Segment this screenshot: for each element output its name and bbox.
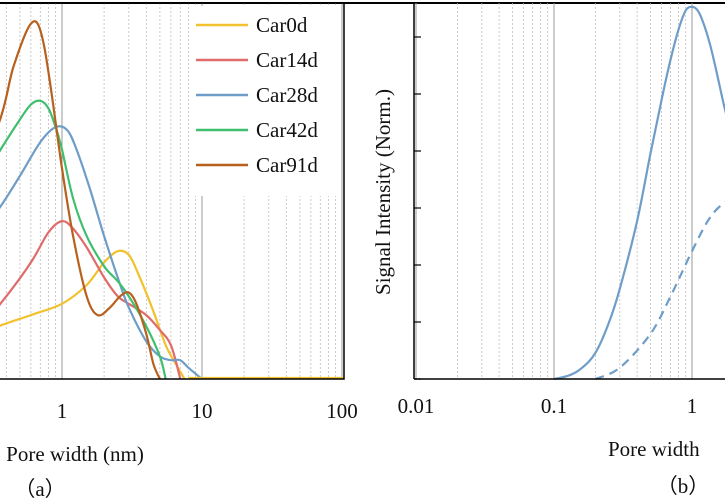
series-line-car28d xyxy=(0,125,203,380)
panel-b-gridlines xyxy=(415,3,693,379)
panel-a-x-axis-title: Pore width (nm) xyxy=(6,442,144,466)
series-line-car42d xyxy=(0,99,167,380)
panel-a-tick-labels: 1 10 100 xyxy=(57,399,358,423)
x-tick-label: 100 xyxy=(326,399,358,423)
x-tick-label: 1 xyxy=(57,399,68,423)
series-line-1 xyxy=(553,5,725,381)
panel-a-legend: Car0d Car14d Car28d Car42d Car91d xyxy=(190,6,340,196)
legend-label: Car28d xyxy=(256,83,318,107)
panel-a-label: （a） xyxy=(14,477,65,500)
panel-b-tick-labels: 0.01 0.1 1 xyxy=(398,394,698,418)
x-tick-label: 1 xyxy=(687,394,698,418)
panel-b: 0.01 0.1 1 Signal Intensity (Norm.) Pore w… xyxy=(371,3,725,498)
series-line-car91d xyxy=(0,20,161,380)
series-line-car14d xyxy=(0,219,182,380)
panel-b-series xyxy=(553,5,725,381)
panel-b-label: （b） xyxy=(657,474,710,498)
legend-label: Car0d xyxy=(256,13,308,37)
panel-a: 1 10 100 Pore width (nm) （a） Car0dCar14dCa… xyxy=(0,2,358,500)
legend-label: Car91d xyxy=(256,153,318,177)
panel-b-y-axis-title: Signal Intensity (Norm.) xyxy=(371,89,395,295)
panel-b-x-axis-title: Pore width xyxy=(608,437,700,461)
series-line-2 xyxy=(595,201,725,381)
series-line-car0d xyxy=(0,249,186,380)
panel-a-plot-frame xyxy=(0,2,345,380)
x-tick-label: 0.1 xyxy=(541,394,567,418)
x-tick-label: 10 xyxy=(192,399,213,423)
legend-label: Car14d xyxy=(256,48,318,72)
x-tick-label: 0.01 xyxy=(398,394,435,418)
legend-label: Car42d xyxy=(256,118,318,142)
panel-b-y-ticks xyxy=(414,36,421,380)
panel-a-series xyxy=(0,20,344,380)
